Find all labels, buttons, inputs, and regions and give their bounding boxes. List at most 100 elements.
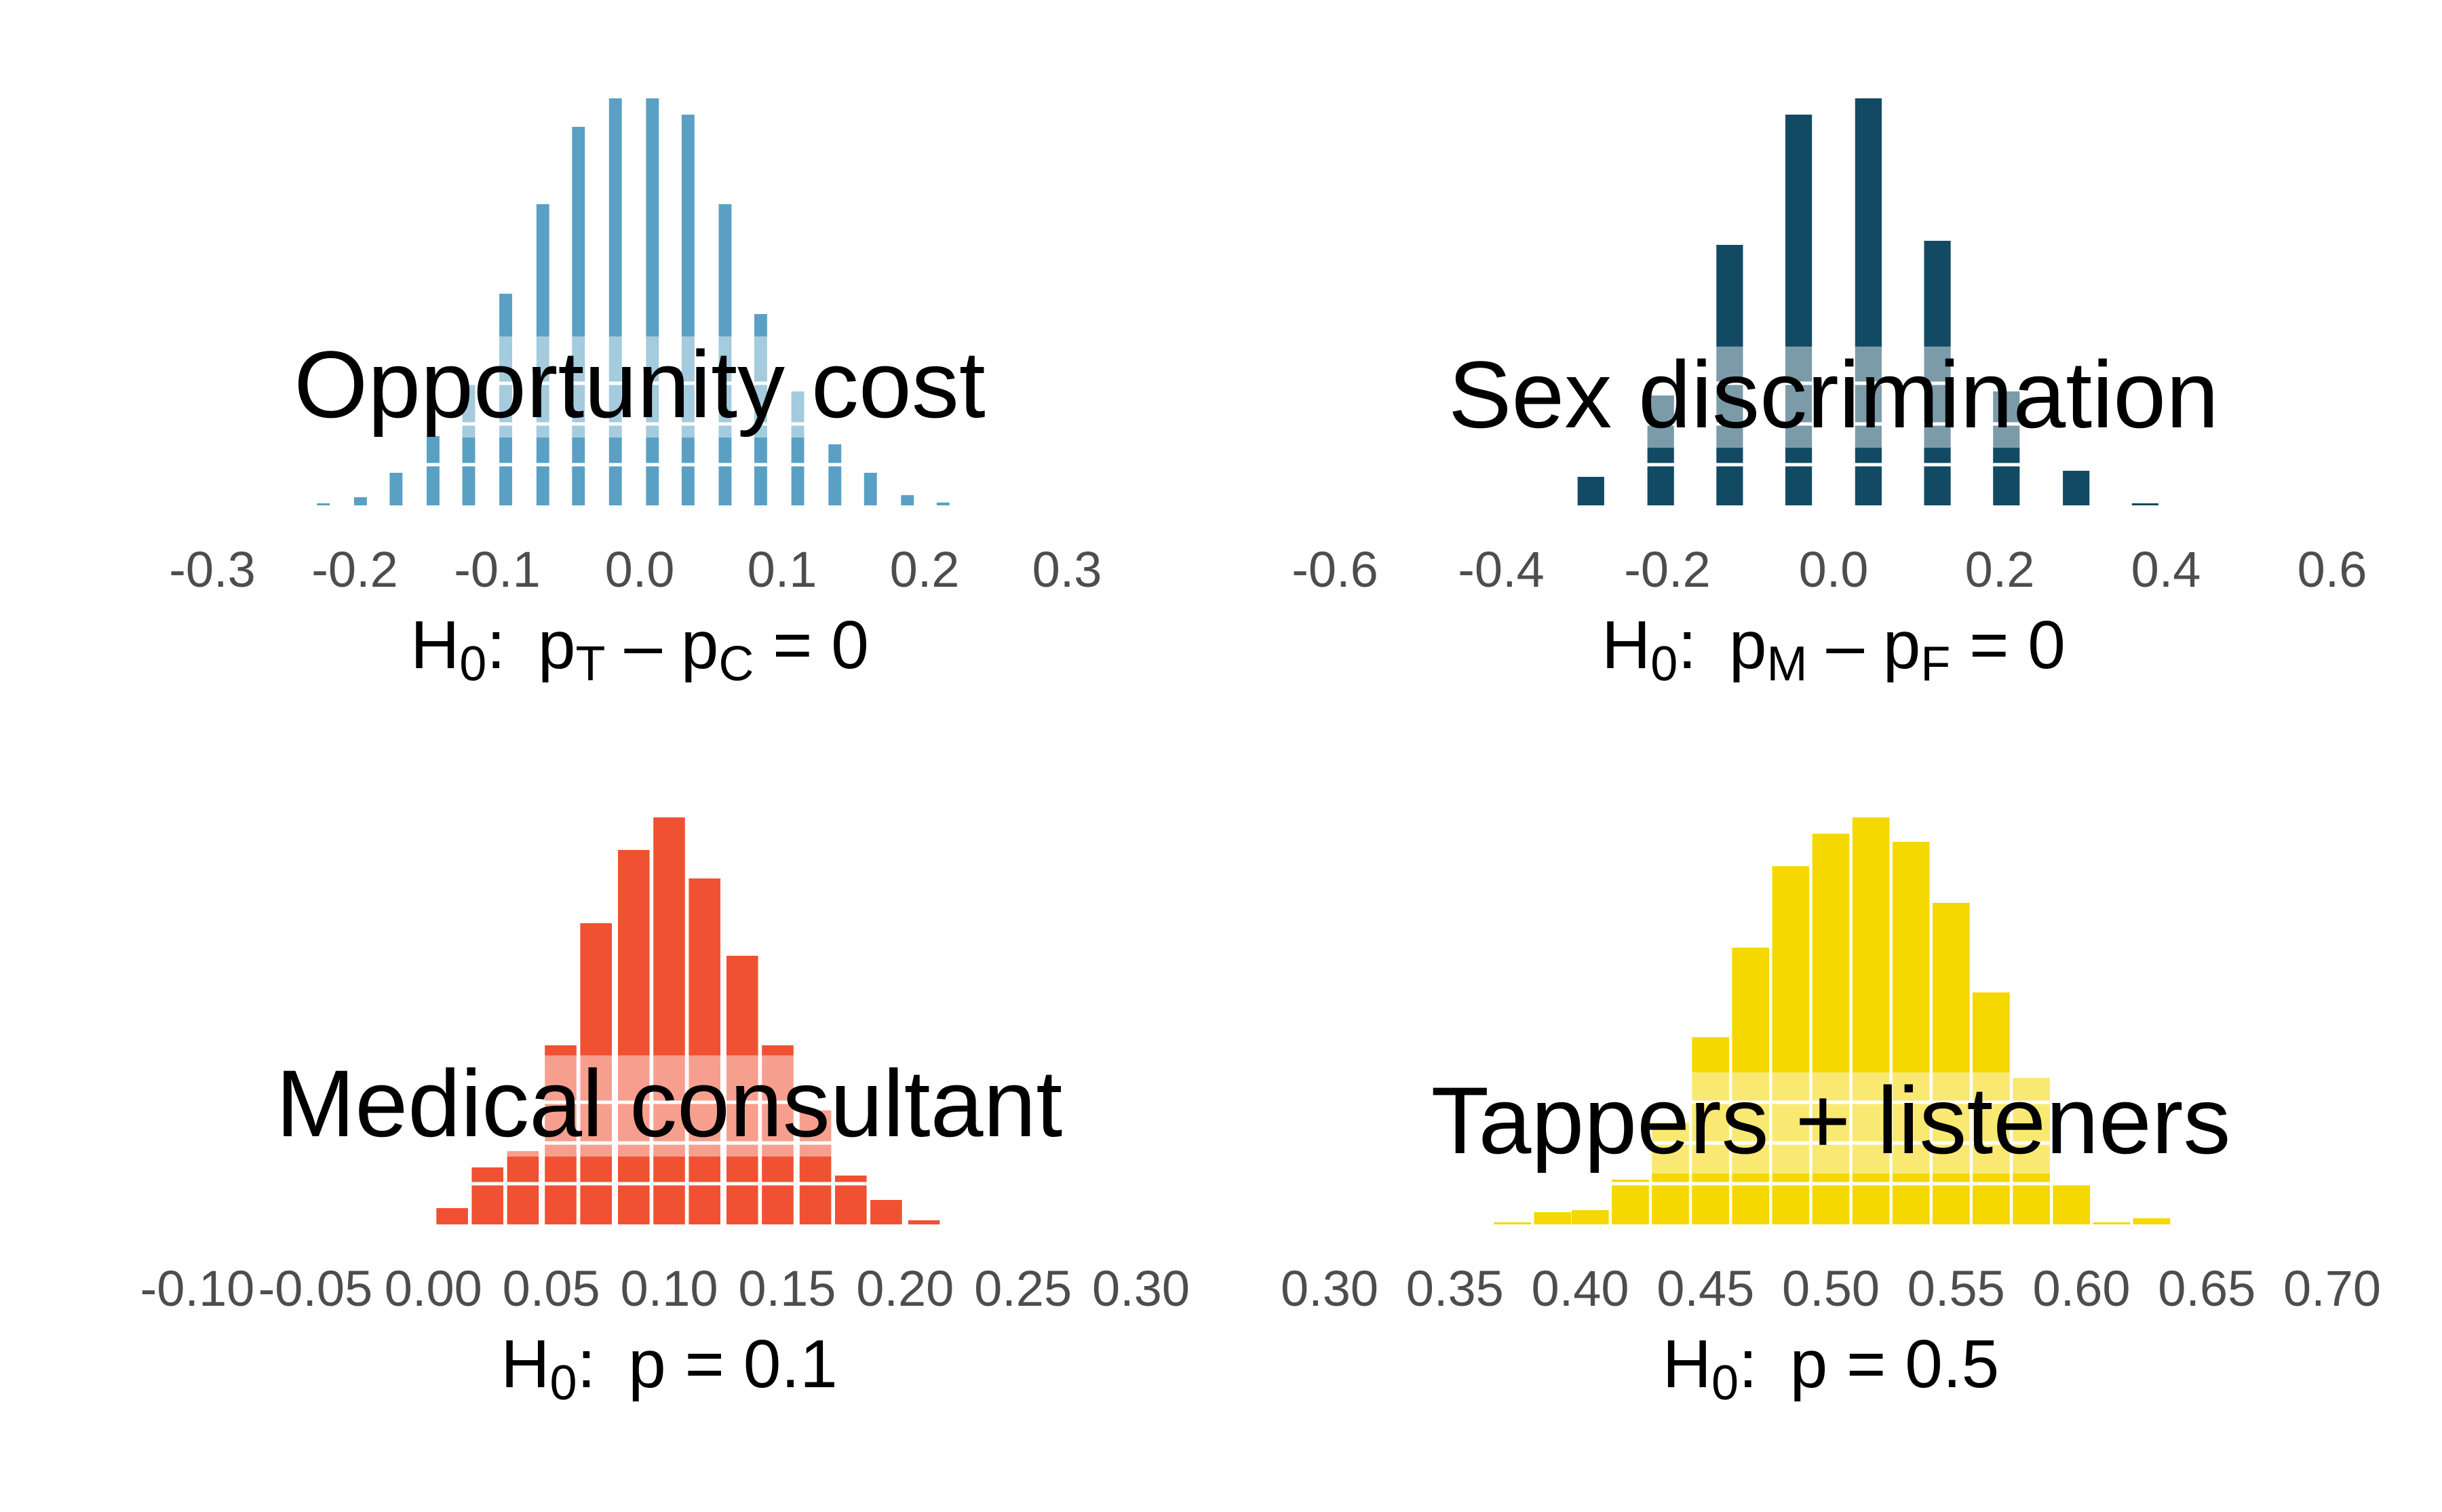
- bar: [545, 1045, 577, 1224]
- x-tick-label: 0.1: [748, 541, 817, 598]
- x-tick-label: 0.55: [1907, 1260, 2005, 1317]
- bar: [1892, 842, 1930, 1224]
- x-tick-label: 0.30: [1281, 1260, 1378, 1317]
- bar: [1852, 817, 1890, 1224]
- x-tick-label: 0.10: [620, 1260, 718, 1317]
- bar: [1855, 98, 1882, 505]
- bar: [762, 1045, 794, 1224]
- bar: [572, 127, 585, 505]
- bar: [1993, 391, 2020, 505]
- bar: [901, 495, 914, 505]
- x-tick-label: 0.4: [2131, 541, 2201, 598]
- x-axis-label: H0: p = 0.5: [1663, 1326, 1999, 1410]
- bar: [681, 115, 695, 505]
- x-tick-label: 0.45: [1656, 1260, 1754, 1317]
- bar: [618, 850, 650, 1224]
- x-tick-label: -0.2: [1624, 541, 1711, 598]
- x-axis-label: H0: pM – pF = 0: [1602, 607, 2066, 691]
- x-tick-label: -0.3: [169, 541, 256, 598]
- bar: [499, 294, 512, 505]
- bar: [2063, 471, 2090, 505]
- bar: [1692, 1037, 1729, 1224]
- bar: [1732, 948, 1770, 1224]
- bar: [462, 383, 476, 505]
- x-tick-label: 0.35: [1406, 1260, 1504, 1317]
- bar: [507, 1151, 539, 1224]
- x-tick-label: 0.15: [738, 1260, 836, 1317]
- bar: [317, 503, 330, 505]
- x-tick-label: 0.20: [856, 1260, 954, 1317]
- x-tick-label: 0.2: [1965, 541, 2035, 598]
- bar: [1494, 1222, 1532, 1224]
- bar: [1652, 1123, 1689, 1224]
- x-tick-label: -0.2: [311, 541, 398, 598]
- bar: [646, 98, 659, 505]
- bar: [936, 502, 950, 505]
- title-shade: [1617, 346, 2050, 448]
- x-tick-label: 0.40: [1531, 1260, 1629, 1317]
- bar: [689, 878, 720, 1224]
- bar: [2131, 503, 2158, 505]
- bar: [436, 1208, 468, 1224]
- x-tick-label: 0.3: [1032, 541, 1102, 598]
- panel-title: Tappers + listeners: [1431, 1067, 2231, 1174]
- x-tick-label: 0.30: [1092, 1260, 1190, 1317]
- x-tick-label: 0.70: [2283, 1260, 2381, 1317]
- bar: [828, 444, 842, 505]
- x-tick-label: 0.50: [1782, 1260, 1880, 1317]
- bar: [908, 1220, 940, 1224]
- bar: [870, 1200, 902, 1224]
- bar: [2093, 1222, 2131, 1224]
- bar: [471, 1167, 503, 1224]
- bar: [1571, 1210, 1609, 1224]
- bar: [1772, 866, 1810, 1224]
- x-tick-label: 0.0: [1799, 541, 1869, 598]
- chart-panel-2: Sex discrimination -0.6 -0.4 -0.2 0.0 0.2 0.4 0…: [1292, 98, 2367, 691]
- bar: [1812, 834, 1850, 1224]
- bar: [1577, 477, 1604, 505]
- x-tick-label: -0.10: [140, 1260, 255, 1317]
- x-tick-label: -0.6: [1292, 541, 1378, 598]
- bar: [1973, 992, 2010, 1224]
- bar: [1716, 245, 1743, 505]
- bar: [1647, 395, 1674, 505]
- bar: [1612, 1180, 1649, 1224]
- bar: [1534, 1212, 1572, 1224]
- bar: [754, 314, 767, 505]
- title-shade: [448, 1055, 890, 1157]
- panel-title: Medical consultant: [276, 1050, 1063, 1157]
- bar: [864, 473, 877, 505]
- bar: [608, 98, 622, 505]
- x-tick-label: 0.60: [2032, 1260, 2130, 1317]
- bar: [2053, 1184, 2091, 1224]
- bar: [791, 391, 805, 505]
- panel-title: Sex discrimination: [1448, 341, 2219, 448]
- bar: [580, 923, 612, 1224]
- x-tick-label: -0.05: [258, 1260, 373, 1317]
- x-tick-label: 0.6: [2298, 541, 2367, 598]
- bar: [718, 204, 732, 505]
- chart-panel-3: Medical consultant -0.10 -0.05 0.00 0.05 0.10…: [140, 817, 1190, 1410]
- title-shade: [446, 336, 834, 438]
- x-tick-label: 0.0: [605, 541, 675, 598]
- bar: [1933, 903, 1970, 1224]
- bar: [427, 436, 440, 505]
- x-tick-label: -0.1: [454, 541, 541, 598]
- panel-title: Opportunity cost: [294, 331, 985, 438]
- x-tick-label: 0.00: [385, 1260, 482, 1317]
- bar: [536, 204, 549, 505]
- x-axis-label: H0: pT – pC = 0: [410, 607, 869, 691]
- x-axis-label: H0: p = 0.1: [501, 1326, 837, 1410]
- bar: [353, 497, 367, 505]
- chart-panel-1: Opportunity cost -0.3 -0.2 -0.1 0.0 0.1 0.2 0.3…: [169, 98, 1102, 691]
- title-shade: [1606, 1072, 2055, 1174]
- bar: [2133, 1218, 2171, 1224]
- bar: [389, 473, 403, 505]
- bar: [726, 956, 758, 1224]
- chart-panel-4: Tappers + listeners 0.30 0.35 0.40 0.45 0.50 0…: [1281, 817, 2381, 1410]
- bar: [653, 817, 685, 1224]
- x-tick-label: -0.4: [1458, 541, 1545, 598]
- x-tick-label: 0.25: [974, 1260, 1072, 1317]
